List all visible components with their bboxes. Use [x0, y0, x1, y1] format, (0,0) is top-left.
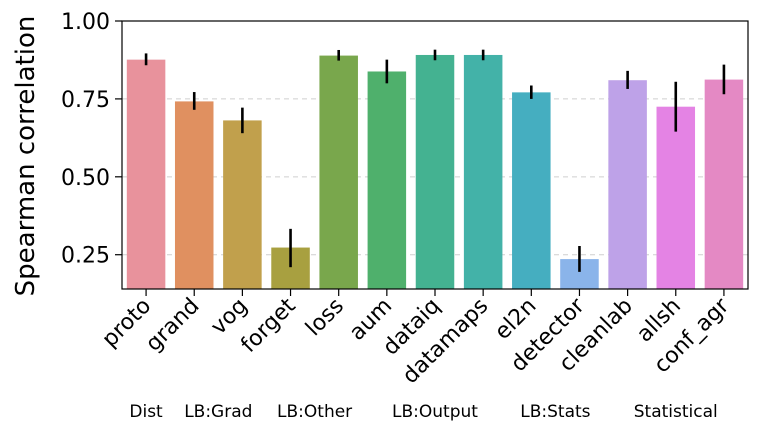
group-labels: Dist LB:Grad LB:Other LB:Output LB:Stats Stat… [129, 402, 717, 422]
y-axis-title: Spearman correlation [11, 16, 41, 297]
bar-vog [223, 120, 262, 289]
bar-proto [126, 59, 166, 289]
group-label: LB:Other [277, 402, 352, 422]
group-label: LB:Stats [520, 402, 590, 422]
x-tick-label: grand [141, 294, 204, 357]
error-bars [144, 49, 726, 272]
bar-allsh [656, 106, 696, 289]
bars [126, 54, 744, 290]
y-axis: 0.25 0.50 0.75 1.00 [61, 10, 122, 269]
bar-el2n [512, 92, 551, 289]
group-label: Statistical [634, 402, 718, 422]
bar-grand [174, 101, 214, 290]
group-label: Dist [129, 402, 163, 422]
bar-datamaps [463, 54, 503, 290]
bar-cleanlab [608, 80, 647, 289]
x-tick-label: loss [301, 294, 349, 342]
x-tick-label: forget [236, 293, 301, 358]
group-label: LB:Output [392, 402, 478, 422]
bar-conf_agr [704, 79, 744, 289]
bar-dataiq [415, 54, 455, 290]
group-label: LB:Grad [184, 402, 252, 422]
y-tick-label: 0.75 [61, 88, 110, 113]
y-tick-label: 0.50 [61, 166, 110, 191]
bar-loss [319, 55, 358, 289]
y-tick-label: 0.25 [61, 244, 110, 269]
bar-aum [367, 71, 407, 289]
y-tick-label: 1.00 [61, 10, 110, 35]
